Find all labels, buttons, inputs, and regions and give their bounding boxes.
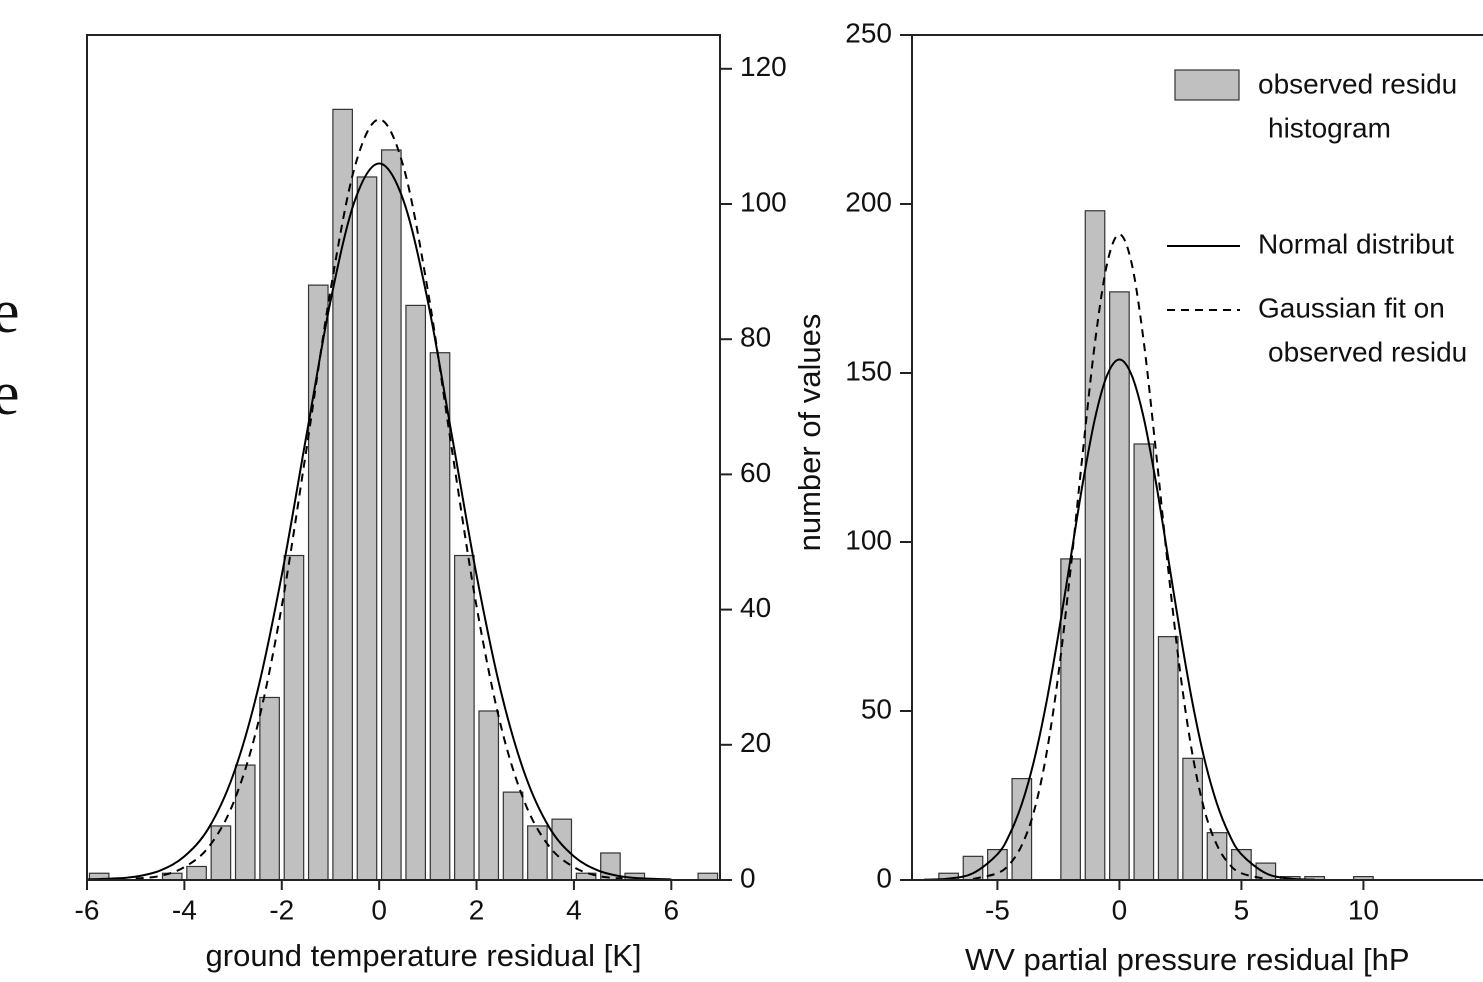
text-fragment: e	[0, 360, 20, 428]
y-tick-label: 100	[740, 186, 787, 217]
x-tick-label: 4	[566, 894, 582, 925]
legend-label: histogram	[1268, 112, 1391, 143]
bar	[332, 108, 353, 880]
x-tick-label: 6	[664, 894, 680, 925]
bar	[283, 554, 305, 880]
bar	[502, 791, 524, 880]
legend-label: Gaussian fit on	[1258, 292, 1445, 323]
y-tick-label: 250	[845, 17, 892, 48]
legend-swatch	[1174, 69, 1240, 101]
x-tick-label: 0	[371, 894, 387, 925]
fit-curve	[972, 233, 1267, 880]
bar	[1084, 210, 1106, 880]
bar	[356, 176, 378, 880]
bar	[234, 764, 256, 880]
y-tick-label: 120	[740, 51, 787, 82]
fit-curve	[87, 162, 672, 880]
x-axis-label: ground temperature residual [K]	[206, 938, 642, 973]
bar	[307, 284, 329, 880]
y-axis-label: number of values	[792, 314, 827, 552]
y-tick-label: 150	[845, 355, 892, 386]
bar	[527, 825, 548, 880]
plot-area	[87, 108, 719, 880]
bar	[429, 352, 451, 880]
x-tick-label: -2	[269, 894, 294, 925]
x-tick-label: 2	[469, 894, 485, 925]
x-tick-label: -4	[172, 894, 197, 925]
bar	[478, 710, 500, 880]
bar	[259, 696, 280, 880]
y-tick-label: 20	[740, 727, 771, 758]
bar	[1182, 757, 1203, 880]
y-tick-label: 50	[861, 693, 892, 724]
bar	[551, 818, 573, 880]
bar	[210, 825, 232, 880]
plot-frame	[86, 34, 721, 881]
x-tick-label: 0	[1112, 894, 1128, 925]
legend-label: observed residu	[1258, 68, 1457, 99]
bar	[1133, 443, 1155, 880]
x-axis-label: WV partial pressure residual [hP	[965, 942, 1410, 977]
y-tick-label: 40	[740, 592, 771, 623]
y-tick-label: 0	[740, 862, 756, 893]
bar	[380, 149, 402, 880]
text-fragment: e	[0, 278, 20, 346]
plot-area	[924, 210, 1374, 880]
bar	[405, 304, 427, 880]
y-tick-label: 60	[740, 457, 771, 488]
y-tick-label: 80	[740, 322, 771, 353]
y-tick-label: 0	[876, 862, 892, 893]
legend-label: observed residu	[1268, 336, 1467, 367]
y-tick-label: 200	[845, 186, 892, 217]
bar	[1109, 291, 1130, 880]
x-tick-label: 10	[1348, 894, 1379, 925]
x-tick-label: -6	[75, 894, 100, 925]
plot-frame	[911, 34, 1483, 881]
bar	[1157, 636, 1179, 880]
fit-curve	[924, 358, 1315, 880]
bar	[697, 872, 719, 880]
bar	[1011, 777, 1033, 880]
y-tick-label: 100	[845, 524, 892, 555]
legend-label: Normal distribut	[1258, 228, 1454, 259]
x-tick-label: -5	[985, 894, 1010, 925]
x-tick-label: 5	[1234, 894, 1250, 925]
bar	[454, 554, 475, 880]
bar	[186, 865, 207, 880]
fit-curve	[135, 118, 623, 880]
